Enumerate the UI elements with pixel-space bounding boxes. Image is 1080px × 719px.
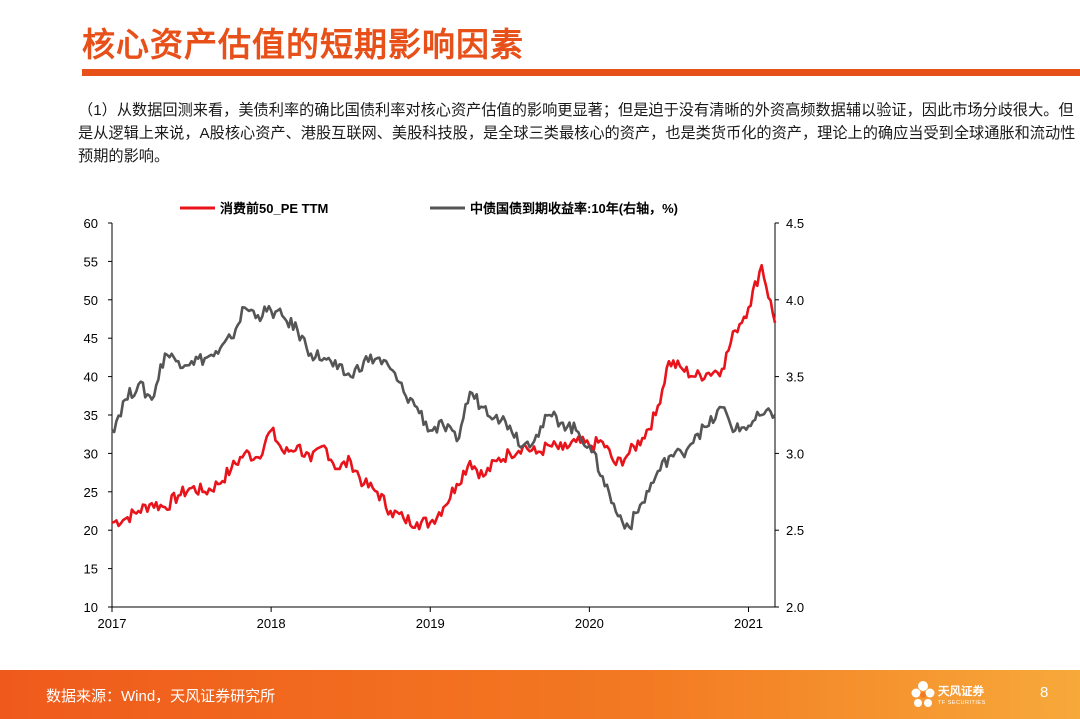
- logo-text: 天风证券: [938, 686, 984, 698]
- page-number: 8: [1040, 684, 1049, 701]
- y-right-tick-label: 2.5: [786, 523, 804, 538]
- y-right-tick-label: 4.0: [786, 293, 804, 308]
- y-right-tick-label: 3.5: [786, 370, 804, 385]
- x-tick-label: 2017: [98, 616, 127, 631]
- y-left-tick-label: 55: [84, 254, 98, 269]
- title-divider: [82, 69, 1080, 76]
- series-line-pe: [111, 263, 777, 531]
- chart-legend: 消费前50_PE TTM 中债国债到期收益率:10年(右轴，%): [180, 201, 678, 216]
- chart-axes: 10 15 20 25 30 35 40 45 50 55 60 2.0 2.5 3.0 3.5 4.0 4.5…: [84, 216, 805, 631]
- page-title: 核心资产估值的短期影响因素: [82, 26, 524, 63]
- line-chart: 消费前50_PE TTM 中债国债到期收益率:10年(右轴，%) 10 15 20 25…: [84, 201, 805, 631]
- y-right-tick-label: 4.5: [786, 216, 804, 231]
- chart-series: [111, 263, 777, 531]
- x-tick-label: 2021: [734, 616, 763, 631]
- y-left-tick-label: 20: [84, 523, 98, 538]
- y-right-tick-label: 3.0: [786, 446, 804, 461]
- y-right-tick-label: 2.0: [786, 600, 804, 615]
- y-left-tick-label: 60: [84, 216, 98, 231]
- y-left-tick-label: 45: [84, 331, 98, 346]
- intro-paragraph: （1）从数据回测来看，美债利率的确比国债利率对核心资产估值的影响更显著；但是迫于…: [78, 102, 1076, 165]
- x-tick-label: 2018: [257, 616, 286, 631]
- y-left-tick-label: 30: [84, 446, 98, 461]
- y-left-tick-label: 35: [84, 408, 98, 423]
- legend-label: 消费前50_PE TTM: [220, 201, 328, 216]
- logo-flower-icon: [911, 681, 935, 707]
- y-left-tick-label: 50: [84, 293, 98, 308]
- y-left-tick-label: 15: [84, 562, 98, 577]
- data-source: 数据来源：Wind，天风证券研究所: [46, 688, 276, 705]
- logo-subtext: TF SECURITIES: [938, 700, 986, 706]
- legend-label: 中债国债到期收益率:10年(右轴，%): [470, 201, 678, 216]
- series-line-yield: [111, 304, 777, 531]
- x-tick-label: 2020: [575, 616, 604, 631]
- y-left-tick-label: 40: [84, 370, 98, 385]
- y-left-tick-label: 10: [84, 600, 98, 615]
- y-left-tick-label: 25: [84, 485, 98, 500]
- x-tick-label: 2019: [416, 616, 445, 631]
- company-logo: 天风证券 TF SECURITIES: [910, 678, 1010, 712]
- footer-bar: 数据来源：Wind，天风证券研究所 天风证券 TF SECURITIES 8: [0, 670, 1080, 719]
